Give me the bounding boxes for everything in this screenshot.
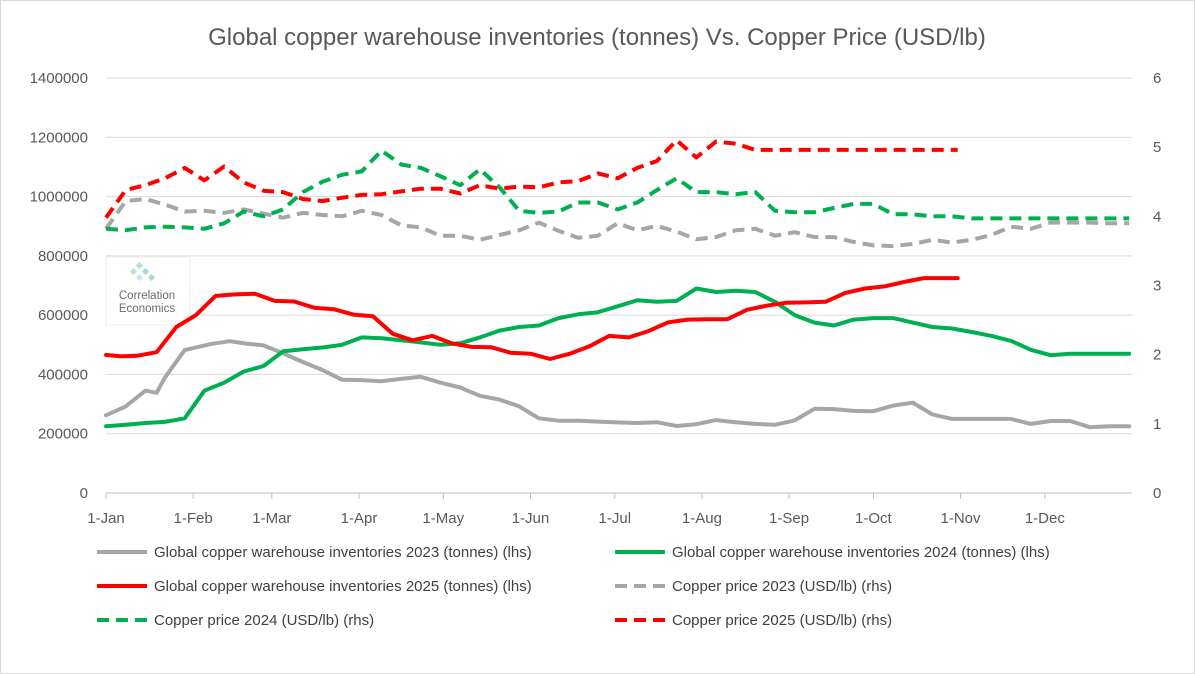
logo-text-line1: Correlation (119, 290, 175, 302)
series-group (104, 138, 1132, 430)
legend-label-5: Copper price 2025 (USD/lb) (rhs) (672, 612, 892, 629)
legend-label-1: Global copper warehouse inventories 2024… (672, 544, 1050, 561)
y-axis-left: 0 200000 400000 600000 800000 1000000 1200000 1… (30, 70, 88, 502)
series-line-1 (104, 286, 1132, 429)
legend-label-2: Global copper warehouse inventories 2025… (154, 578, 532, 595)
y-right-tick-label: 6 (1153, 70, 1161, 87)
y-left-tick-label: 400000 (38, 366, 88, 383)
series-line-3 (104, 197, 1130, 249)
watermark-logo: Correlation Economics (105, 256, 191, 326)
x-tick-label: 1-Apr (341, 510, 378, 527)
x-tick-label: 1-Mar (252, 510, 291, 527)
logo-text-line2: Economics (119, 303, 175, 315)
y-left-tick-label: 1000000 (30, 189, 88, 206)
logo-box (105, 256, 191, 326)
series-line-0 (104, 339, 1132, 430)
y-left-tick-label: 200000 (38, 426, 88, 443)
x-tick-label: 1-Aug (682, 510, 722, 527)
y-right-tick-label: 0 (1153, 485, 1161, 502)
y-left-tick-label: 600000 (38, 307, 88, 324)
x-tick-label: 1-Oct (855, 510, 893, 527)
legend: Global copper warehouse inventories 2023… (97, 544, 1050, 629)
y-right-tick-label: 5 (1153, 139, 1161, 156)
series-line-4 (105, 148, 1130, 233)
logo-icon (129, 261, 156, 282)
x-tick-label: 1-May (422, 510, 464, 527)
y-left-tick-label: 1400000 (30, 70, 88, 87)
legend-label-4: Copper price 2024 (USD/lb) (rhs) (154, 612, 374, 629)
y-right-tick-label: 4 (1153, 208, 1161, 225)
y-left-tick-label: 0 (80, 485, 88, 502)
chart-title: Global copper warehouse inventories (ton… (208, 24, 986, 51)
x-tick-label: 1-Feb (174, 510, 213, 527)
y-right-tick-label: 1 (1153, 416, 1161, 433)
x-axis: 1-Jan 1-Feb 1-Mar 1-Apr 1-May 1-Jun 1-Jul 1-Aug… (87, 492, 1132, 527)
x-tick-label: 1-Jul (599, 510, 632, 527)
x-tick-label: 1-Nov (941, 510, 982, 527)
legend-label-0: Global copper warehouse inventories 2023… (154, 544, 532, 561)
x-tick-label: 1-Sep (769, 510, 809, 527)
y-left-tick-label: 1200000 (30, 129, 88, 146)
x-tick-label: 1-Dec (1025, 510, 1066, 527)
y-right-tick-label: 2 (1153, 347, 1161, 364)
x-tick-label: 1-Jun (512, 510, 550, 527)
legend-label-3: Copper price 2023 (USD/lb) (rhs) (672, 578, 892, 595)
y-axis-right: 0 1 2 3 4 5 6 (1153, 70, 1161, 502)
gridlines (106, 77, 1132, 435)
y-left-tick-label: 800000 (38, 248, 88, 265)
series-line-2 (104, 276, 960, 361)
series-line-5 (104, 138, 958, 219)
y-right-tick-label: 3 (1153, 278, 1161, 295)
x-tick-label: 1-Jan (87, 510, 125, 527)
